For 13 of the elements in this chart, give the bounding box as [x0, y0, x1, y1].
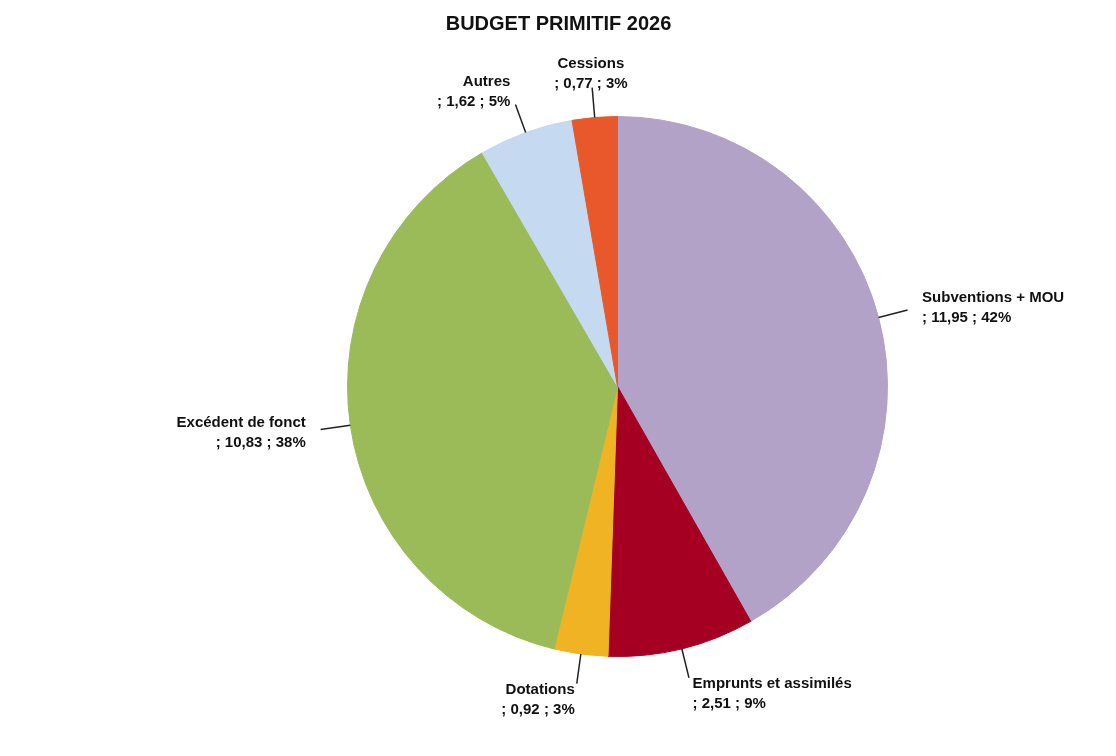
slice-label: Emprunts et assimilés — [692, 673, 852, 691]
slice-label: Dotations — [505, 680, 575, 698]
chart-title: BUDGET PRIMITIF 2026 — [445, 11, 672, 34]
data-label: ; 2,51 ; 9% — [692, 693, 766, 711]
data-label: ; 0,77 ; 3% — [554, 74, 628, 92]
slice-label: Excédent de fonct — [176, 413, 306, 431]
slice-label: Cessions — [557, 54, 625, 72]
data-label: ; 0,92 ; 3% — [501, 700, 575, 718]
data-label: ; 10,83 ; 38% — [215, 433, 306, 451]
data-label: ; 1,62 ; 5% — [436, 91, 511, 109]
data-label: ; 11,95 ; 42% — [922, 307, 1012, 325]
slice-label: Autres — [462, 71, 511, 89]
slice-label: Subventions + MOU — [922, 287, 1065, 305]
